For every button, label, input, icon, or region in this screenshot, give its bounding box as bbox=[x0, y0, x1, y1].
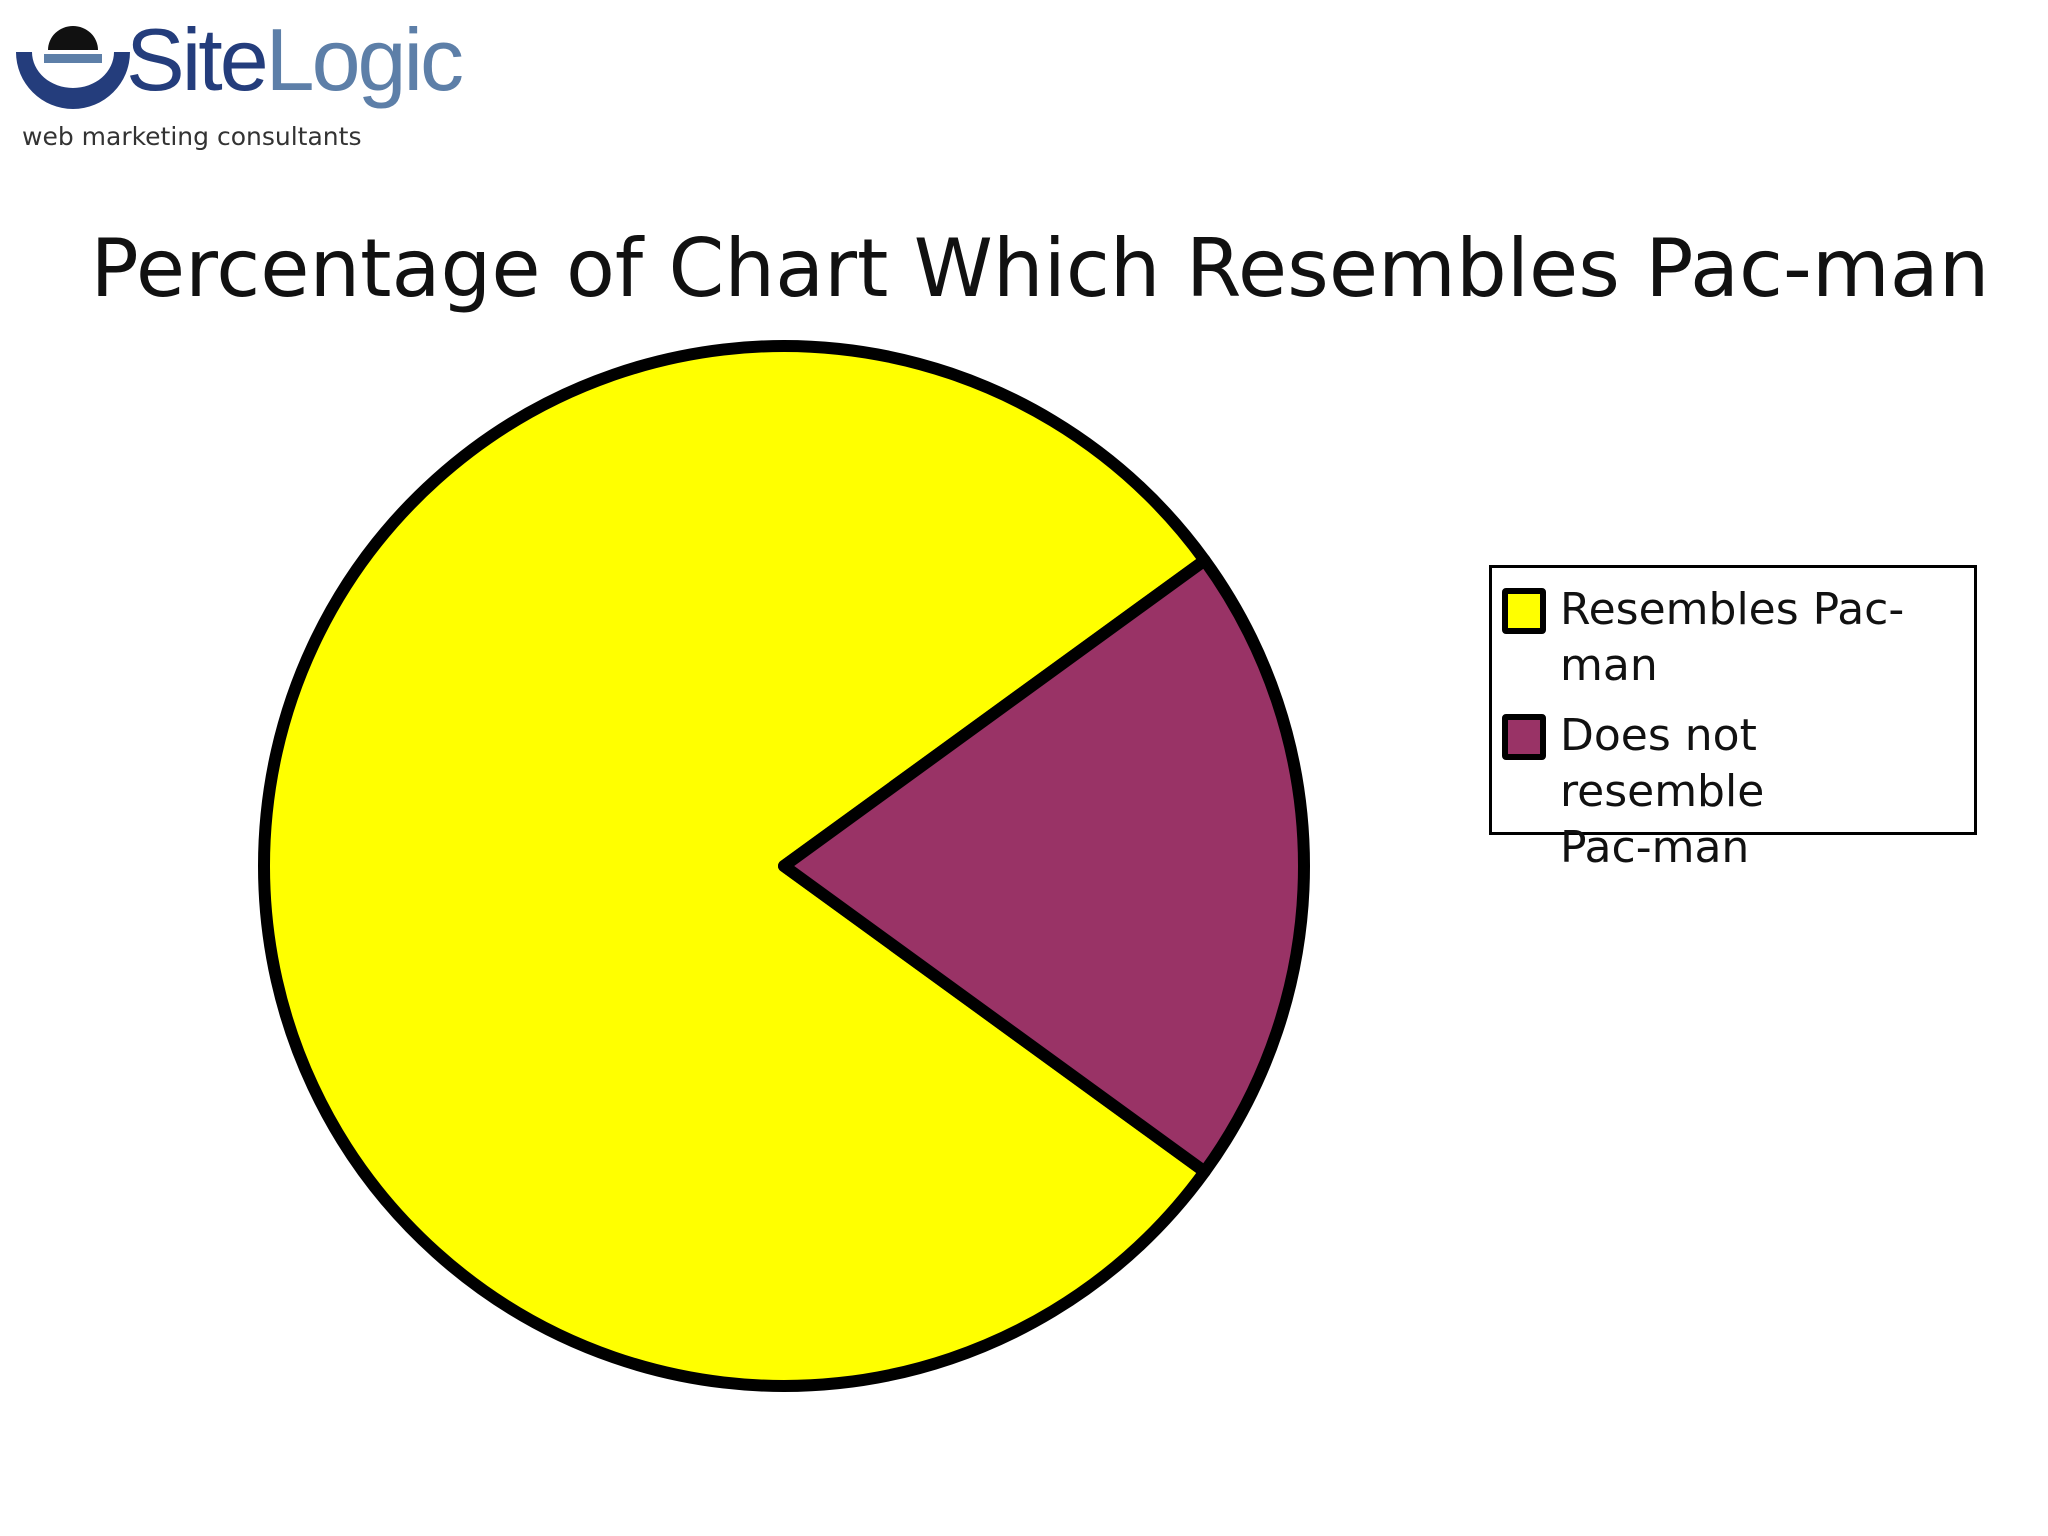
legend: Resembles Pac- man Does not resemble Pac… bbox=[1489, 565, 1977, 873]
logo-brand-site: Site bbox=[126, 10, 269, 109]
legend-label-resembles: Resembles Pac- man bbox=[1560, 584, 1905, 691]
pie-slice-does-not-resemble bbox=[778, 554, 1310, 1178]
logo-brand-logic: Logic bbox=[265, 10, 464, 109]
legend-label-does-not-resemble: Does not resemble Pac-man bbox=[1560, 710, 1765, 873]
legend-swatch-does-not-resemble bbox=[1502, 714, 1546, 760]
chart-title: Percentage of Chart Which Resembles Pac-… bbox=[90, 222, 1990, 315]
pie-slice-resembles bbox=[258, 340, 1211, 1392]
sitelogic-logo: SiteLogic web marketing consultants bbox=[14, 14, 494, 154]
legend-swatch-resembles bbox=[1502, 588, 1546, 634]
logo-globe-icon bbox=[16, 26, 130, 109]
logo-tagline: web marketing consultants bbox=[22, 122, 362, 151]
logo-wordmark: SiteLogic bbox=[126, 16, 464, 104]
